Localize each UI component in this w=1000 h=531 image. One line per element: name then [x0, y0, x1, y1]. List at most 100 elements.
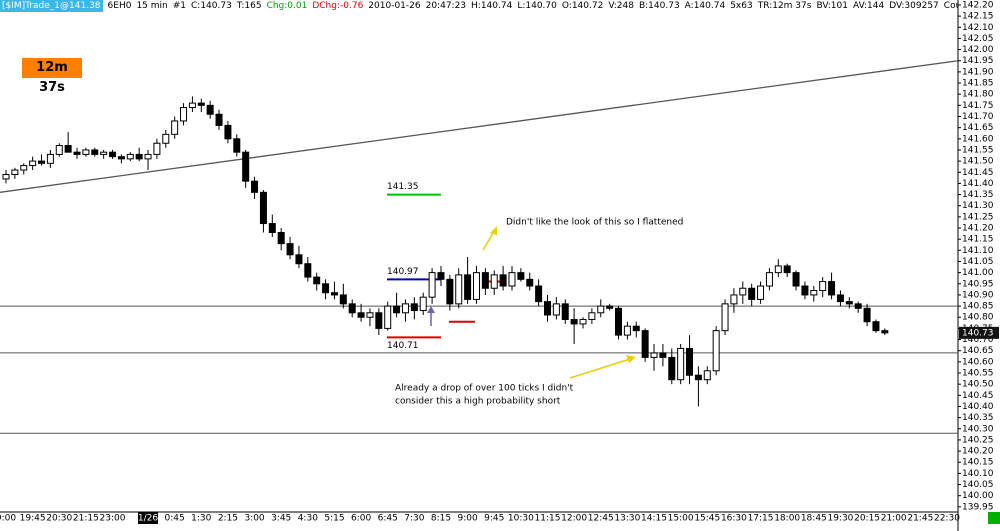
date-marker — [138, 512, 159, 524]
candle-body — [73, 151, 81, 155]
candle-body — [686, 347, 694, 376]
candle-body — [730, 294, 738, 305]
candle-body — [64, 144, 72, 153]
header-field: B:140.73 — [638, 1, 680, 11]
y-tick-label: 141.05 — [962, 257, 994, 267]
y-tick-label: 140.10 — [962, 469, 994, 479]
candle-body — [677, 347, 685, 381]
header-field: Chg:0.01 — [266, 1, 308, 11]
candle-body — [2, 173, 10, 180]
y-tick-label: 141.90 — [962, 67, 994, 77]
candle-body — [801, 285, 809, 296]
x-tick-label: 8:15 — [431, 514, 451, 524]
candle-body — [330, 292, 338, 296]
y-tick-label: 140.15 — [962, 458, 994, 468]
y-tick-label: 140.45 — [962, 391, 994, 401]
candle-body — [197, 102, 205, 106]
y-tick-label: 140.30 — [962, 424, 994, 434]
candle-body — [224, 124, 232, 140]
y-tick-label: 141.80 — [962, 90, 994, 100]
annotation: Already a drop of over 100 ticks I didn'… — [395, 384, 574, 394]
y-tick-label: 141.20 — [962, 224, 994, 234]
candle-body — [162, 133, 170, 144]
candle-body — [117, 156, 125, 160]
candle-body — [739, 287, 747, 296]
x-tick-label: 18:00 — [774, 514, 800, 524]
candle-body — [419, 296, 427, 312]
header-field: 2010-01-26 — [368, 1, 421, 11]
header-field: 20:47:23 — [425, 1, 467, 11]
x-tick-label: 13:30 — [614, 514, 640, 524]
header-field: T:165 — [236, 1, 262, 11]
y-tick-label: 140.35 — [962, 413, 994, 423]
candle-body — [615, 307, 623, 336]
x-tick-label: 4:30 — [298, 514, 318, 524]
arrow-head — [490, 226, 497, 235]
candle-body — [259, 191, 267, 225]
candle-body — [11, 169, 19, 175]
candle-body — [91, 149, 99, 155]
candle-body — [748, 287, 756, 300]
header-field: L:140.70 — [517, 1, 557, 11]
y-tick-label: 141.10 — [962, 246, 994, 256]
candle-body — [597, 305, 605, 314]
y-tick-label: 140.05 — [962, 480, 994, 490]
x-tick-label: 9:45 — [484, 514, 504, 524]
header-field: #1 — [172, 1, 187, 11]
y-tick-label: 141.55 — [962, 145, 994, 155]
y-tick-label: 140.60 — [962, 357, 994, 367]
arrow — [569, 358, 631, 379]
x-tick-label: 22:30 — [934, 514, 960, 524]
candle-body — [446, 278, 454, 305]
candle-body — [836, 294, 844, 303]
x-tick-label: 2:15 — [218, 514, 238, 524]
level-label: 141.35 — [387, 182, 419, 192]
candle-body — [606, 305, 614, 309]
candle-body — [579, 318, 587, 325]
candle-body — [286, 243, 294, 256]
candle-body — [206, 104, 214, 115]
candle-body — [757, 285, 765, 300]
candle-body — [268, 223, 276, 233]
y-tick-label: 140.55 — [962, 369, 994, 379]
candle-body — [872, 321, 880, 332]
status-box — [988, 512, 1000, 524]
y-tick-label: 140.70 — [962, 335, 994, 345]
candle-body — [295, 254, 303, 265]
candle-body — [348, 303, 356, 314]
last-price-box — [959, 326, 999, 339]
candle-body — [526, 278, 534, 287]
y-tick-label: 141.95 — [962, 56, 994, 66]
y-tick-label: 141.30 — [962, 201, 994, 211]
y-tick-label: 142.20 — [962, 0, 994, 10]
header: [$IM]Trade_1@141.38 6EH0 15 min #1 C:140.73 T… — [0, 0, 958, 12]
candle-body — [20, 165, 28, 171]
x-tick-label: 12:45 — [588, 514, 614, 524]
x-tick-label: 21:15 — [73, 514, 99, 524]
arrow-head — [427, 306, 435, 313]
last-price-label: 140.73 — [962, 328, 994, 338]
y-tick-label: 140.25 — [962, 435, 994, 445]
y-tick-label: 140.40 — [962, 402, 994, 412]
candle-body — [251, 180, 259, 193]
candle-body — [499, 274, 507, 287]
candle-body — [455, 274, 463, 305]
y-tick-label: 141.25 — [962, 212, 994, 222]
candle-body — [401, 303, 409, 314]
candle-body — [845, 301, 853, 305]
header-field: V:248 — [608, 1, 634, 11]
y-tick-label: 140.65 — [962, 346, 994, 356]
candle-body — [668, 356, 676, 381]
level-label: 140.97 — [387, 267, 419, 277]
header-field: O:140.72 — [561, 1, 604, 11]
candle-body — [100, 151, 108, 155]
y-tick-label: 141.85 — [962, 79, 994, 89]
header-field: 15 min — [136, 1, 168, 11]
candle-body — [508, 272, 516, 287]
candle-body — [437, 272, 445, 280]
candle-body — [428, 272, 436, 298]
x-tick-label: 3:00 — [244, 514, 264, 524]
candle-body — [570, 318, 578, 325]
candle-body — [233, 138, 241, 153]
candle-body — [46, 153, 54, 164]
